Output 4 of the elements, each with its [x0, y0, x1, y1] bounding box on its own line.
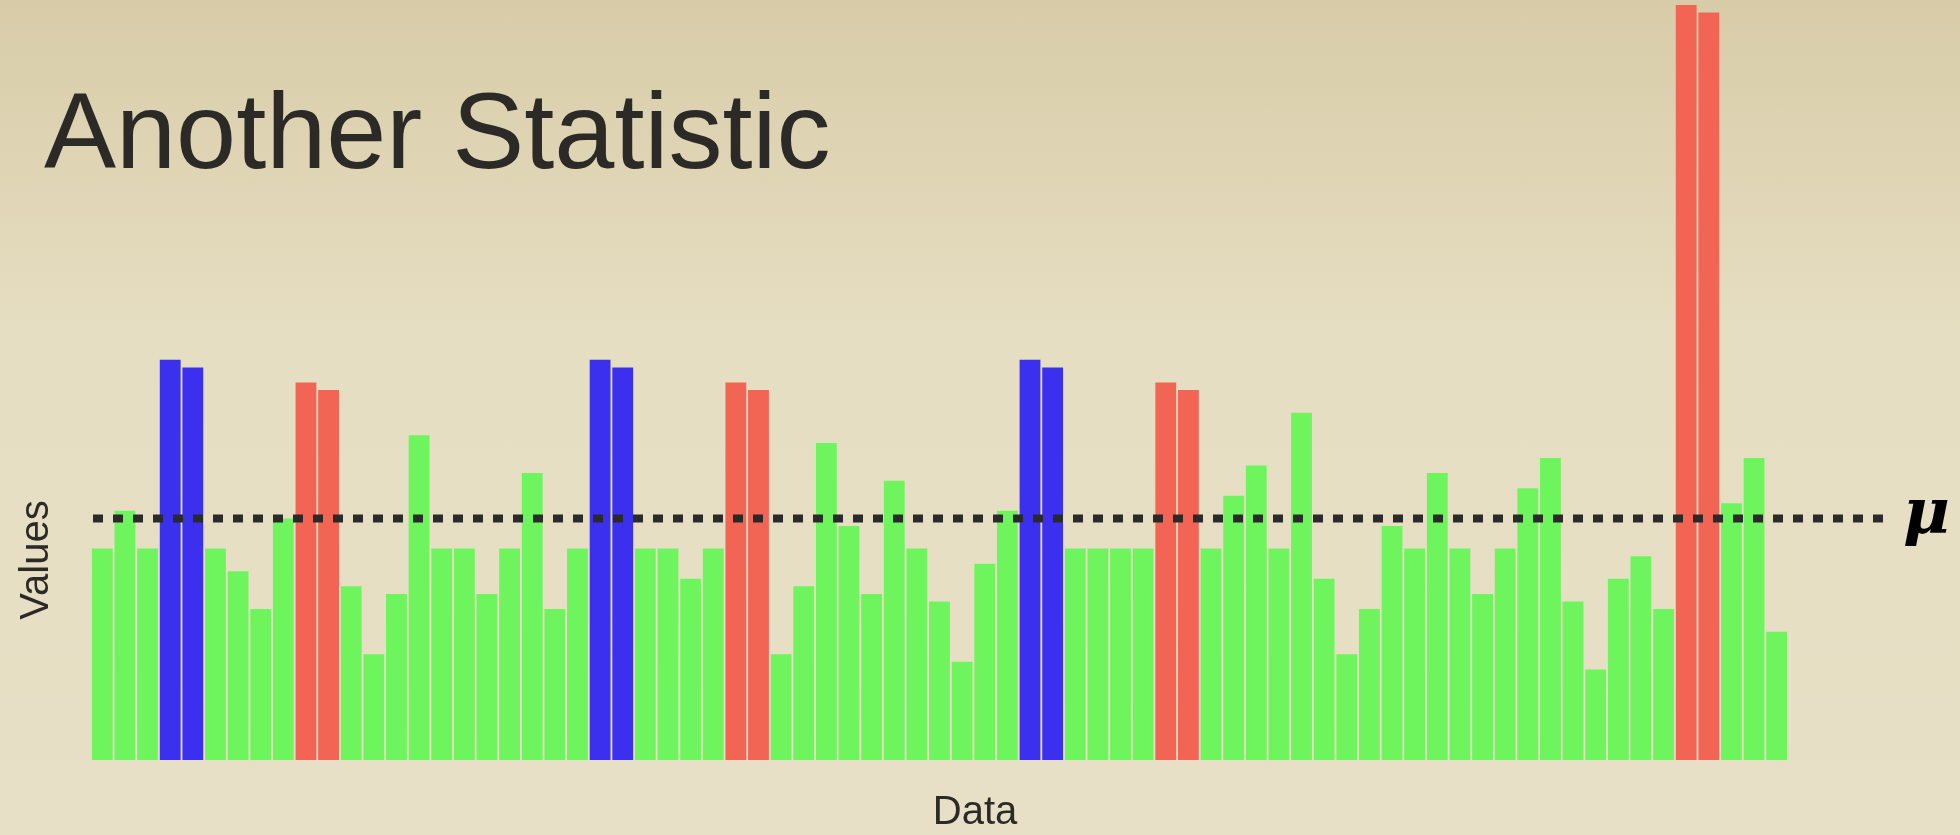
ref-line-label: μ — [1903, 473, 1950, 549]
x-axis-title: Data — [932, 788, 1018, 833]
text: Another Statistic — [44, 70, 831, 191]
y-axis-title: Values — [11, 500, 57, 620]
